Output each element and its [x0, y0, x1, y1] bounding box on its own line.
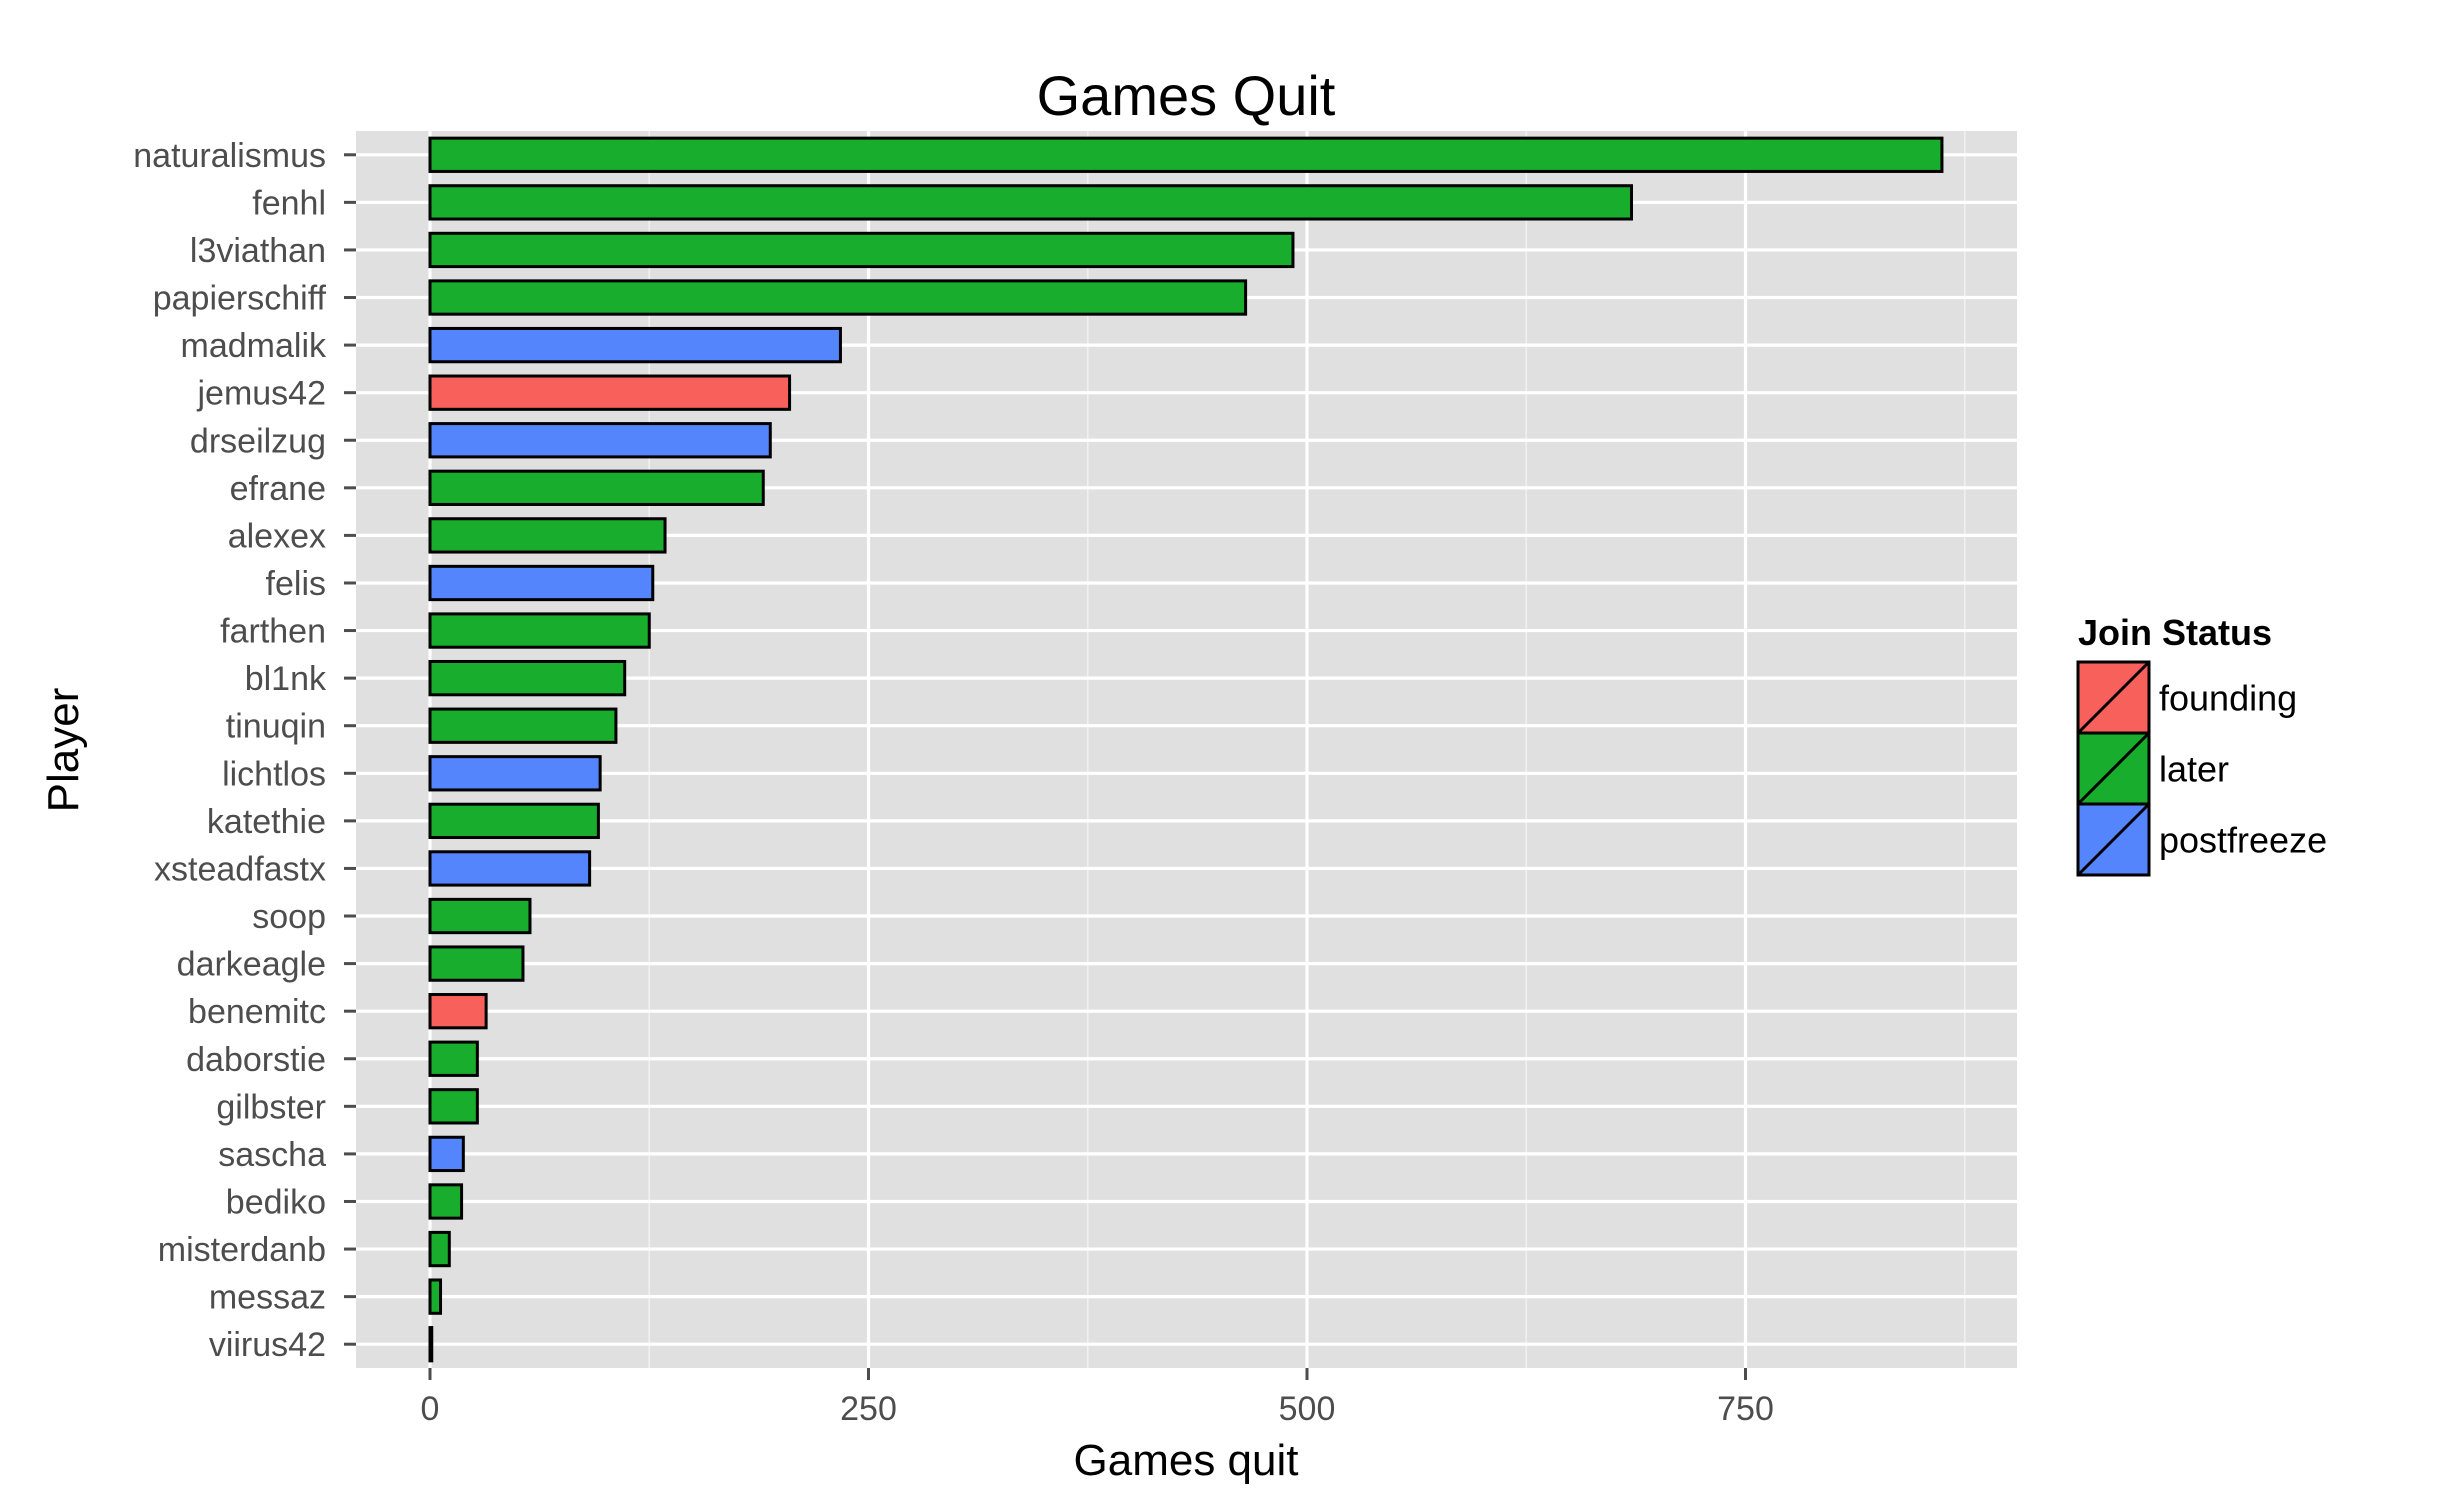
bar-bl1nk [428, 659, 627, 697]
y-tick-label: benemitc [188, 993, 326, 1031]
legend-entry-postfreeze: postfreeze [2076, 802, 2327, 877]
y-tick-label: katethie [207, 803, 326, 841]
y-axis-ticks: naturalismus fenhl l3viathan papierschiff ma… [133, 137, 356, 1364]
legend: Join Status founding later postfreeze [2076, 612, 2327, 877]
x-axis-ticks: 0 250 500 750 [421, 1368, 1774, 1428]
y-tick-label: felis [266, 565, 326, 603]
y-tick-label: gilbster [216, 1088, 326, 1126]
bar-bediko [428, 1183, 464, 1220]
bar-felis [428, 564, 655, 602]
bar-darkeagle [428, 945, 525, 982]
y-tick-label: bl1nk [245, 660, 327, 698]
y-tick-label: jemus42 [196, 375, 326, 413]
legend-key-slash [2076, 731, 2151, 806]
legend-key-slash [2076, 660, 2151, 735]
bar-efrane [428, 469, 765, 506]
bar-lichtlos [428, 755, 602, 792]
bar-katethie [428, 802, 600, 840]
y-tick-label: daborstie [186, 1041, 326, 1079]
bar-drseilzug [428, 422, 772, 459]
bar-farthen [428, 612, 651, 649]
bar-tinuqin [428, 707, 618, 744]
legend-entry-later: later [2076, 731, 2229, 806]
y-tick-label: papierschiff [153, 280, 327, 318]
bar-gilbster [428, 1088, 479, 1125]
legend-entry-founding: founding [2076, 660, 2297, 735]
x-tick-label: 500 [1279, 1390, 1336, 1428]
bar-misterdanb [428, 1230, 451, 1268]
bar-jemus42 [428, 374, 792, 411]
legend-entries: founding later postfreeze [2076, 660, 2327, 877]
y-tick-label: darkeagle [177, 946, 326, 984]
chart-title: Games Quit [1037, 64, 1336, 127]
bar-madmalik [428, 326, 842, 364]
legend-label: founding [2159, 678, 2297, 719]
bar-l3viathan [428, 231, 1295, 269]
x-tick-label: 750 [1717, 1390, 1774, 1428]
y-tick-label: bediko [226, 1183, 326, 1221]
y-tick-label: viirus42 [209, 1326, 326, 1364]
bar-naturalismus [428, 136, 1944, 173]
bar-fenhl [428, 184, 1633, 221]
y-tick-label: xsteadfastx [154, 850, 326, 888]
y-tick-label: l3viathan [190, 232, 326, 270]
y-tick-label: tinuqin [226, 708, 326, 746]
y-tick-label: efrane [230, 470, 326, 508]
y-axis-title: Player [39, 688, 88, 813]
bar-daborstie [428, 1040, 479, 1077]
legend-label: postfreeze [2159, 820, 2327, 861]
y-tick-label: alexex [228, 517, 326, 555]
legend-title: Join Status [2078, 612, 2272, 653]
y-tick-label: naturalismus [133, 137, 326, 175]
y-tick-label: madmalik [181, 327, 327, 365]
panel-background [356, 131, 2017, 1368]
legend-label: later [2159, 749, 2229, 790]
bar-sascha [428, 1135, 465, 1173]
y-tick-label: sascha [218, 1136, 326, 1174]
bar-xsteadfastx [428, 850, 592, 887]
y-tick-label: farthen [220, 613, 326, 651]
bar-alexex [428, 517, 667, 554]
x-axis-title: Games quit [1074, 1436, 1299, 1485]
bar-papierschiff [428, 279, 1248, 316]
y-tick-label: soop [252, 898, 326, 936]
x-tick-label: 0 [421, 1390, 440, 1428]
x-tick-label: 250 [840, 1390, 897, 1428]
bars [428, 136, 1944, 1363]
bar-viirus42 [428, 1326, 434, 1363]
bar-benemitc [428, 993, 488, 1030]
y-tick-label: fenhl [252, 184, 326, 222]
bar-soop [428, 897, 532, 935]
legend-key-slash [2076, 802, 2151, 877]
y-tick-label: drseilzug [190, 422, 326, 460]
y-tick-label: lichtlos [222, 755, 326, 793]
bar-messaz [428, 1278, 443, 1315]
y-tick-label: messaz [209, 1279, 326, 1317]
y-tick-label: misterdanb [158, 1231, 326, 1269]
